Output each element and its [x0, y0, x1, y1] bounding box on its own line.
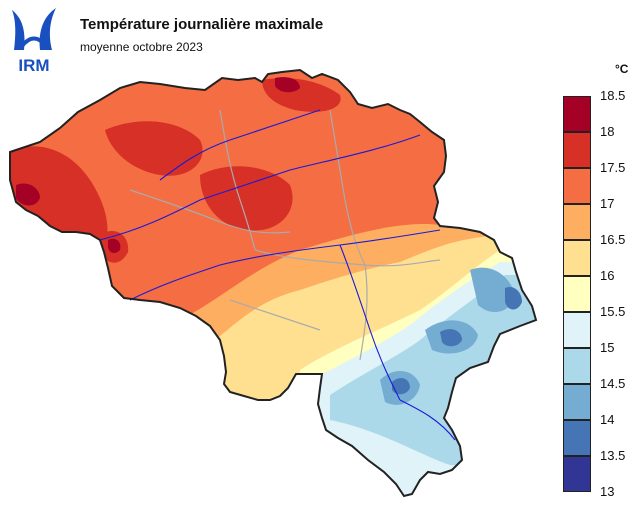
map-subtitle: moyenne octobre 2023: [80, 40, 203, 54]
legend-tick-label: 15: [600, 340, 615, 355]
map-title: Température journalière maximale: [80, 16, 324, 33]
rivers: [99, 109, 456, 441]
legend-tick-label: 18.5: [600, 88, 626, 103]
temperature-field: [10, 70, 536, 496]
legend-swatch: [563, 456, 591, 492]
legend-swatch: [563, 240, 591, 276]
legend-swatch: [563, 204, 591, 240]
legend-tick-label: 15.5: [600, 304, 626, 319]
legend-swatch: [563, 420, 591, 456]
legend-swatch: [563, 168, 591, 204]
legend-tick-label: 14.5: [600, 376, 626, 391]
legend-swatch: [563, 276, 591, 312]
legend-tick-label: 14: [600, 412, 615, 427]
legend-unit: °C: [615, 62, 629, 76]
legend-swatch: [563, 384, 591, 420]
legend-tick-label: 16: [600, 268, 615, 283]
logo-text: IRM: [18, 56, 49, 74]
legend-tick-label: 13: [600, 484, 615, 499]
temperature-map: [9, 69, 537, 497]
legend-tick-label: 18: [600, 124, 615, 139]
legend-tick-label: 16.5: [600, 232, 626, 247]
legend-swatch: [563, 132, 591, 168]
irm-logo: IRM: [12, 8, 56, 74]
legend-swatch: [563, 348, 591, 384]
legend-swatch: [563, 96, 591, 132]
province-boundaries: [129, 109, 441, 361]
legend-tick-label: 13.5: [600, 448, 626, 463]
legend-swatch: [563, 312, 591, 348]
legend-tick-label: 17: [600, 196, 615, 211]
legend-bar: [563, 96, 591, 492]
legend-tick-label: 17.5: [600, 160, 626, 175]
